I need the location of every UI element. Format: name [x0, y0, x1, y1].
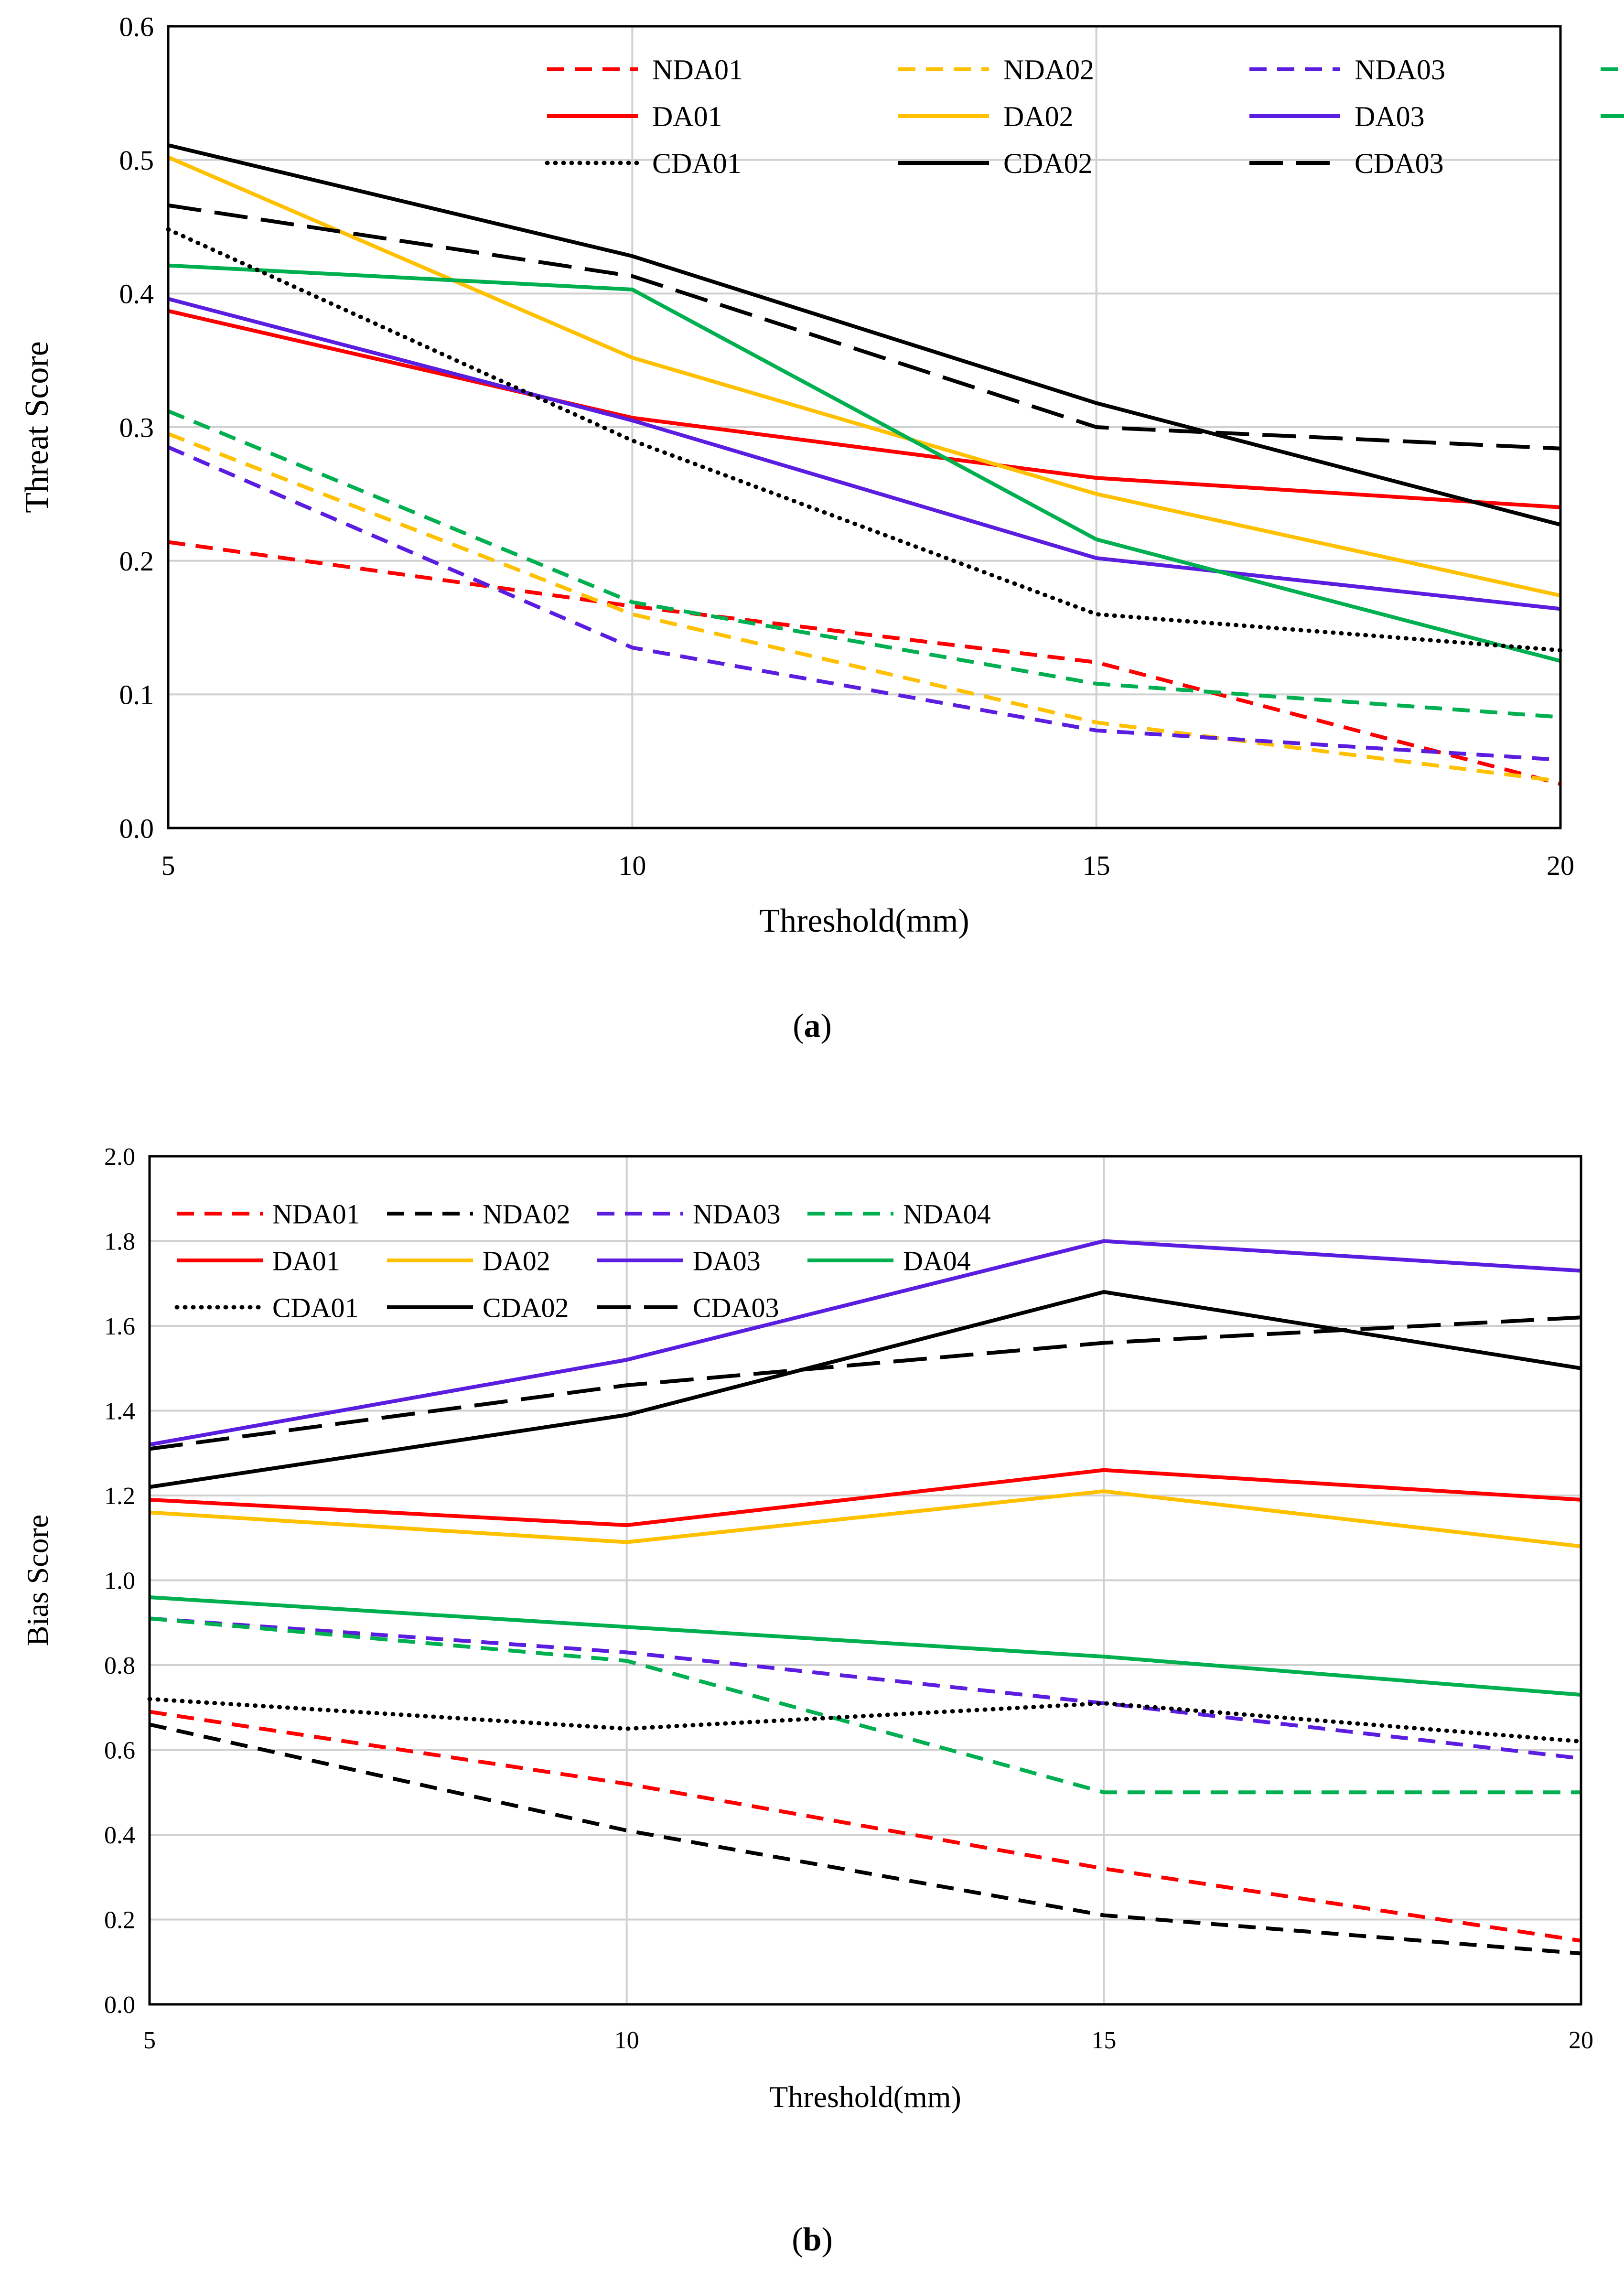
- x-tick-label: 15: [1091, 2027, 1116, 2054]
- series-line-da03: [167, 297, 1561, 611]
- legend-label-nda03: NDA03: [1355, 54, 1445, 86]
- plot-frame: [167, 25, 1562, 829]
- series-line-nda01: [168, 540, 1561, 786]
- legend-label-cda03: CDA03: [693, 1292, 779, 1323]
- x-axis-label: Threshold(mm): [769, 2080, 961, 2114]
- y-tick-label: 1.0: [104, 1568, 135, 1595]
- series-line-nda03: [167, 445, 1561, 762]
- x-tick-label: 5: [143, 2027, 156, 2054]
- legend-label-cda01: CDA01: [272, 1292, 358, 1323]
- panel-label-a: (a): [793, 1008, 832, 1044]
- y-tick-label: 1.8: [104, 1228, 135, 1256]
- y-tick-label: 0.6: [119, 11, 154, 42]
- x-tick-label: 10: [618, 850, 646, 881]
- series-line-cda02: [149, 1290, 1581, 1489]
- y-tick-label: 0.8: [104, 1652, 135, 1679]
- legend-label-da01: DA01: [652, 101, 722, 132]
- y-tick-label: 1.2: [104, 1483, 135, 1510]
- legend-label-nda01: NDA01: [652, 54, 743, 86]
- legend-label-nda01: NDA01: [272, 1198, 360, 1229]
- plot-frame: [148, 1155, 1582, 2006]
- series-line-da04: [149, 1595, 1581, 1697]
- series-line-da02: [149, 1489, 1581, 1549]
- series-line-cda01: [166, 227, 1563, 653]
- series-line-nda04: [167, 409, 1561, 719]
- series-line-cda03: [168, 203, 1561, 451]
- series-line-nda03: [149, 1616, 1581, 1761]
- legend-label-nda02: NDA02: [483, 1198, 570, 1229]
- legend-label-nda04: NDA04: [903, 1198, 991, 1229]
- series-line-da02: [167, 155, 1561, 598]
- series-line-nda04: [149, 1616, 1581, 1795]
- legend-label-da02: DA02: [483, 1245, 550, 1276]
- y-tick-label: 2.0: [104, 1143, 135, 1171]
- legend-label-nda03: NDA03: [693, 1198, 781, 1229]
- x-tick-label: 5: [161, 850, 175, 881]
- legend-label-cda02: CDA02: [1003, 148, 1093, 179]
- legend-label-da03: DA03: [693, 1245, 761, 1276]
- series-line-da01: [168, 309, 1561, 509]
- x-tick-label: 15: [1083, 850, 1110, 881]
- series-line-da03: [149, 1239, 1581, 1447]
- y-tick-label: 0.5: [119, 145, 154, 176]
- y-tick-label: 0.2: [104, 1907, 135, 1934]
- series-line-cda01: [147, 1697, 1583, 1744]
- x-axis-label: Threshold(mm): [759, 903, 969, 939]
- series-line-da01: [149, 1468, 1581, 1528]
- series-line-da04: [168, 263, 1561, 663]
- panel-label-b: (b): [792, 2221, 833, 2258]
- y-tick-label: 1.6: [104, 1313, 135, 1340]
- y-tick-label: 0.0: [119, 813, 154, 844]
- y-axis-label: Threat Score: [19, 341, 55, 513]
- chart-b-bias-score: 5 10 15 20 0.0 0.2 0.4 0.6 0.8 1.0 1.2 1.4 1.6 1.8 2.0…: [21, 1143, 1593, 2114]
- y-tick-label: 0.6: [104, 1737, 135, 1764]
- series-line-nda01: [149, 1710, 1581, 1943]
- x-tick-label: 20: [1547, 850, 1574, 881]
- y-tick-label: 0.0: [104, 1991, 135, 2019]
- y-axis-label: Bias Score: [21, 1515, 54, 1646]
- legend-label-cda02: CDA02: [483, 1292, 569, 1323]
- x-tick-label: 20: [1569, 2027, 1593, 2054]
- legend-label-da04: DA04: [903, 1245, 971, 1276]
- legend-label-da01: DA01: [272, 1245, 340, 1276]
- legend-label-nda02: NDA02: [1003, 54, 1094, 86]
- chart-a-threat-score: 5 10 15 20 0.0 0.1 0.2 0.3 0.4 0.5 0.6 NDA01 NDA02 ND…: [19, 11, 1624, 939]
- series-line-cda02: [168, 143, 1561, 527]
- series-line-cda03: [149, 1315, 1581, 1451]
- x-tick-label: 10: [614, 2027, 639, 2054]
- y-tick-label: 0.4: [104, 1822, 135, 1849]
- legend-label-da03: DA03: [1355, 101, 1425, 132]
- series-line-nda02: [149, 1722, 1581, 1956]
- series-line-nda02: [167, 432, 1561, 784]
- y-tick-label: 0.2: [119, 546, 154, 577]
- legend-label-cda01: CDA01: [652, 148, 742, 179]
- y-tick-label: 0.3: [119, 412, 154, 443]
- legend-label-cda03: CDA03: [1355, 148, 1444, 179]
- y-tick-label: 0.1: [119, 679, 154, 710]
- y-tick-label: 0.4: [119, 279, 154, 310]
- legend-label-da02: DA02: [1003, 101, 1074, 132]
- y-tick-label: 1.4: [104, 1398, 135, 1425]
